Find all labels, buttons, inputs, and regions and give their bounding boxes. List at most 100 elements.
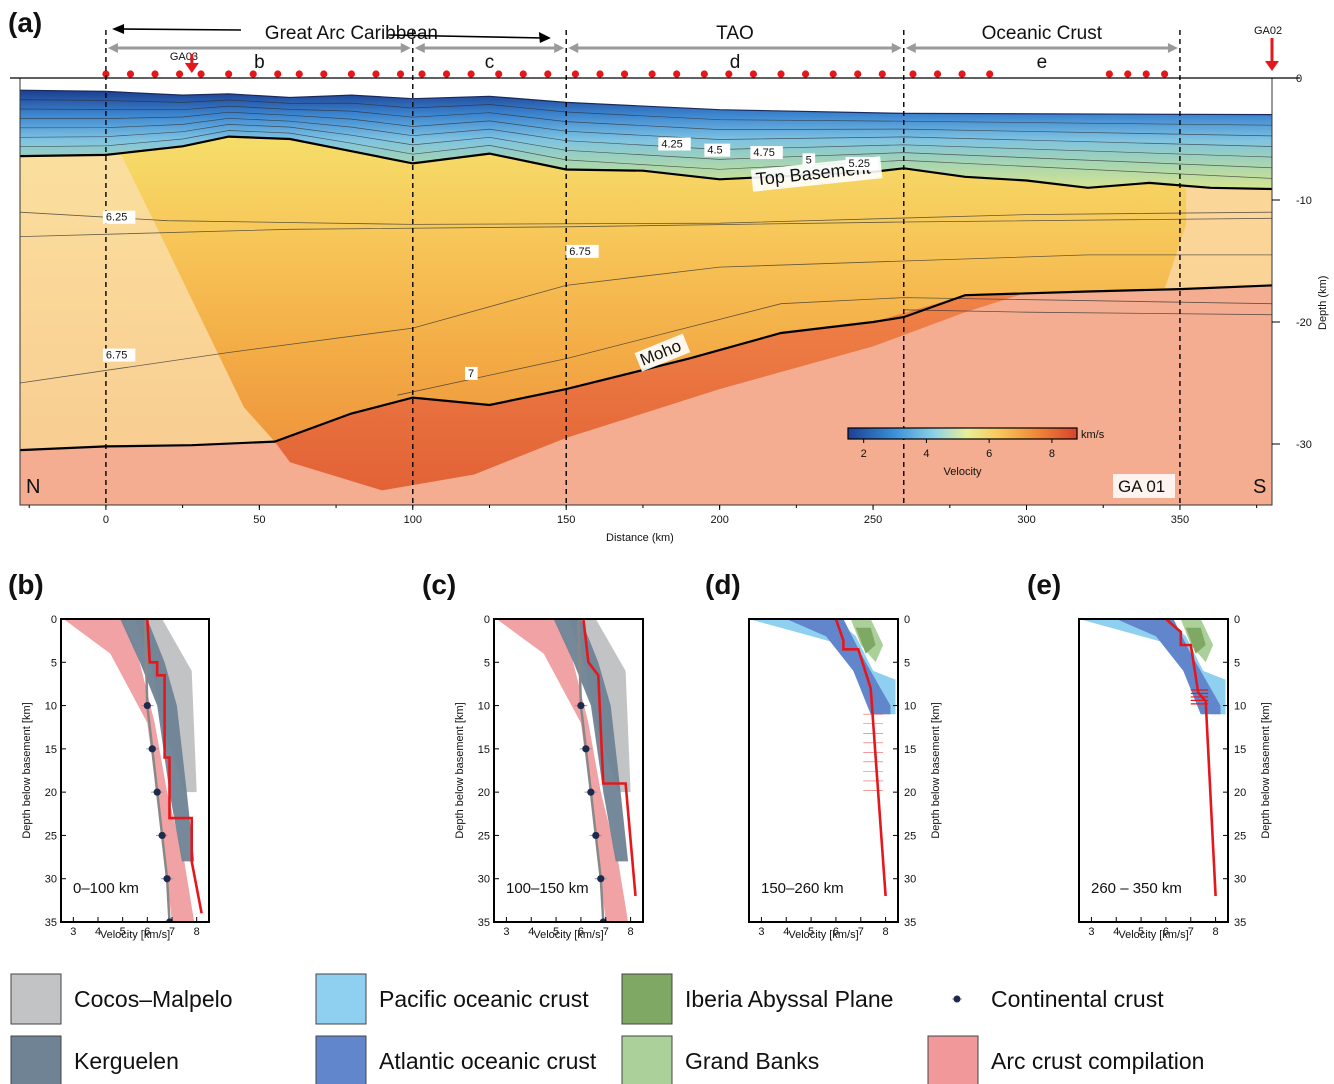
legend-swatch	[315, 1035, 367, 1084]
segment-label-b: b	[254, 52, 265, 73]
velocity-label-text: 7	[468, 368, 474, 380]
sediment-contour	[19, 124, 1273, 169]
obs-station	[372, 70, 380, 78]
profile-x-tick-label: 7	[169, 926, 175, 938]
obs-station	[467, 70, 475, 78]
profile-y-tick-label: 25	[478, 830, 490, 842]
profile-ylabel: Depth below basement [km]	[1260, 702, 1272, 838]
profile-y-tick-label: 35	[904, 917, 916, 929]
crust-contour	[397, 297, 1273, 396]
model-velocity-profile	[1165, 619, 1217, 897]
profile-y-tick-label: 25	[45, 830, 57, 842]
velocity-label-text: 5.25	[849, 158, 870, 170]
velocity-label: 6.25	[102, 210, 136, 224]
profile-bands	[496, 619, 637, 922]
segment-label-d: d	[730, 52, 741, 73]
profile-x-tick-label: 4	[1113, 926, 1119, 938]
profile-ylabel: Depth below basement [km]	[454, 702, 466, 838]
legend: Cocos–Malpelo Pacific oceanic crust Iberia…	[10, 973, 1204, 1084]
profile-y-tick-label: 35	[45, 917, 57, 929]
legend-swatch	[10, 973, 62, 1025]
panel-label-b: (b)	[8, 569, 44, 600]
legend-item: Arc crust compilation	[927, 1035, 1204, 1084]
model-velocity-profile	[834, 619, 887, 897]
continental-crust-point	[153, 788, 161, 796]
obs-station	[151, 70, 159, 78]
pacific-crust-band	[1079, 619, 1226, 715]
model-velocity-profile	[582, 619, 637, 897]
obs-station	[878, 70, 886, 78]
profile-x-tick-label: 5	[120, 926, 126, 938]
velocity-label-box	[465, 366, 478, 380]
profile-y-tick-label: 10	[1234, 701, 1246, 713]
profile-y-tick-label: 30	[478, 874, 490, 886]
continental-crust-point	[158, 831, 166, 840]
x-tick-label: 50	[253, 514, 265, 526]
profile-panel-b: 3 4 5 6 7 8 0 5 10 15 20 25 30 35 Velocity [km/s] Depth…	[21, 614, 210, 941]
profile-x-tick-label: 3	[1088, 926, 1094, 938]
profile-x-tick-label: 5	[1138, 926, 1144, 938]
panel-label-a: (a)	[8, 7, 42, 38]
crust-contour	[19, 217, 1273, 237]
legend-swatch	[927, 1035, 979, 1084]
crossing-arrowhead	[1265, 61, 1279, 71]
x-tick-label: 200	[710, 514, 728, 526]
velocity-label-text: 4.75	[753, 147, 774, 159]
legend-item: Atlantic oceanic crust	[315, 1035, 597, 1084]
velocity-label-text: 6.25	[106, 212, 127, 224]
x-tick-label: 300	[1017, 514, 1035, 526]
obs-station	[749, 70, 758, 78]
profile-panel-d: 3 4 5 6 7 8 0 5 10 15 20 25 30 35 Velocity [km/s] Depth…	[748, 614, 942, 941]
segment-arrow-right	[400, 43, 411, 53]
segment-label-e: e	[1037, 52, 1048, 73]
segment-header: b c d e Great Arc Caribbean TAO Oceanic Crust G…	[102, 23, 1282, 78]
crust-contour	[19, 254, 1272, 384]
arc-crust-band	[63, 619, 195, 922]
velocity-label-box	[566, 244, 599, 258]
section-ylabel: Depth (km)	[1317, 276, 1329, 330]
model-velocity-profile	[146, 619, 203, 914]
crossing-arrowhead	[184, 63, 199, 73]
profile-y-tick-label: 30	[45, 874, 57, 886]
obs-station	[442, 70, 451, 78]
continental-crust-point	[582, 745, 590, 753]
legend-label: Iberia Abyssal Plane	[685, 986, 893, 1012]
x-tick-label: 250	[864, 514, 882, 526]
segment-arrow-left	[414, 43, 425, 53]
velocity-label-box	[750, 146, 783, 160]
unresolved-left	[20, 154, 275, 451]
profile-range-label: 0–100 km	[73, 880, 139, 897]
legend-item: Cocos–Malpelo	[10, 973, 233, 1025]
arc-crust-band	[496, 619, 629, 922]
moho-line	[19, 284, 1273, 452]
segment-arrow-left	[905, 43, 916, 53]
iberia-band	[1185, 627, 1206, 654]
panel-label-d: (d)	[705, 569, 741, 600]
profile-y-tick-label: 15	[1234, 744, 1246, 756]
profile-y-tick-label: 5	[484, 657, 490, 669]
obs-station	[700, 70, 708, 78]
profile-y-tick-label: 0	[1234, 614, 1240, 626]
obs-station	[249, 70, 257, 78]
obs-station	[986, 70, 994, 78]
legend-item: Grand Banks	[621, 1035, 819, 1084]
profile-x-tick-label: 6	[1163, 926, 1169, 938]
profile-y-tick-label: 20	[478, 787, 490, 799]
profile-x-tick-label: 8	[883, 926, 889, 938]
obs-station	[1124, 70, 1132, 78]
velocity-label-box	[802, 153, 816, 167]
x-tick-label: 150	[557, 514, 575, 526]
velocity-colorbar: 2 4 6 8 km/s Velocity	[847, 427, 1105, 478]
colorbar-tick-label: 6	[986, 448, 992, 460]
profile-bands	[1079, 619, 1226, 897]
obs-station	[1160, 70, 1169, 78]
obs-station	[596, 70, 604, 78]
obs-station	[571, 70, 580, 78]
profile-range-label: 260 – 350 km	[1091, 880, 1182, 897]
x-tick-label: 350	[1171, 514, 1189, 526]
segment-arrow-right	[554, 43, 565, 53]
profile-y-tick-label: 30	[1234, 874, 1246, 886]
y-tick-label: -30	[1296, 439, 1312, 451]
